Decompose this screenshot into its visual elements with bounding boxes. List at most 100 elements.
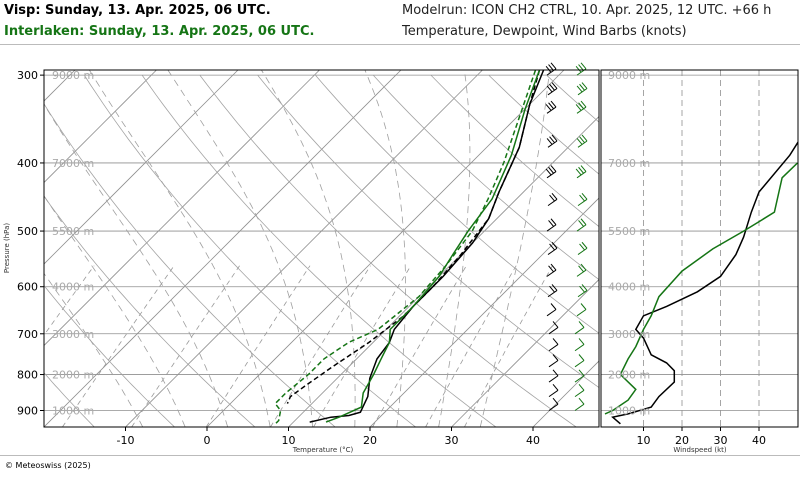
interlaken-windspeed-line (604, 162, 798, 415)
height-label: 7000 m (52, 157, 94, 170)
visp-wind-barb (546, 303, 557, 317)
wind-barb-shaft (547, 247, 558, 255)
windspeed-height-label: 9000 m (608, 69, 650, 82)
moist-adiabat (44, 272, 144, 427)
height-label: 1000 m (52, 404, 94, 417)
wind-barb-flag (549, 136, 555, 144)
moist-adiabat (44, 103, 229, 427)
dry-adiabat (44, 372, 95, 427)
dry-adiabat (199, 74, 577, 427)
wind-barb-flag (581, 134, 588, 142)
wind-barb-flag (579, 83, 585, 91)
wind-barb-shaft (577, 88, 588, 96)
wind-barb-flag (548, 220, 554, 227)
visp-wind-barb (547, 241, 558, 255)
windspeed-tick-label: 10 (637, 434, 651, 447)
windspeed-axis-label: Windspeed (kt) (673, 446, 726, 454)
interlaken-wind-barb (575, 100, 587, 114)
wind-barb-shaft (576, 171, 587, 179)
wind-barb-flag (548, 102, 554, 110)
windspeed-height-labels: 9000 m 7000 m 5500 m 4000 m 3000 m 2000 m 1000… (608, 69, 650, 417)
moist-adiabat (261, 70, 356, 427)
wind-barb-flag (545, 104, 552, 111)
sounding-lines (274, 70, 545, 425)
plot-frame (43, 69, 600, 428)
temperature-tick-label: 10 (282, 434, 296, 447)
wind-barb-shaft (546, 309, 557, 317)
mixing-ratio-line (313, 265, 412, 427)
dry-adiabat (83, 74, 416, 427)
visp-wind-barb (547, 192, 558, 207)
windspeed-axis: 10 20 30 40 (637, 427, 766, 447)
visp-wind-barb (548, 397, 559, 411)
interlaken-wind-barb (574, 397, 585, 411)
wind-barb-shaft (546, 106, 557, 114)
visp-wind-barb (546, 134, 558, 148)
windspeed-tick-label: 30 (714, 434, 728, 447)
modelrun-label: Modelrun: ICON CH2 CTRL, 10. Apr. 2025, … (402, 3, 772, 18)
visp-wind-barb (546, 263, 557, 277)
wind-barb-flag (578, 354, 585, 361)
wind-barb-flag (548, 265, 554, 273)
wind-barb-flag (550, 263, 557, 271)
wind-barb-shaft (574, 389, 585, 398)
wind-barb-flag (580, 62, 587, 70)
credit: © Meteoswiss (2025) (5, 461, 91, 470)
moist-adiabat (44, 195, 186, 427)
moist-adiabat (167, 70, 313, 427)
wind-barb-flag (580, 100, 587, 108)
dry-adiabat (141, 74, 497, 427)
windspeed-grid (601, 70, 798, 427)
isotherm (44, 70, 239, 265)
wind-barb-flag (575, 104, 582, 111)
visp-wind-barb (546, 218, 557, 232)
isotherm (44, 70, 402, 427)
wind-barb-flag (578, 265, 584, 273)
wind-barb-shaft (546, 171, 557, 179)
isotherm (451, 278, 599, 427)
wind-barb-flag (580, 218, 587, 226)
wind-barb-shaft (548, 344, 559, 352)
pressure-tick-label: 500 (17, 225, 38, 238)
title-station2: Interlaken: Sunday, 13. Apr. 2025, 06 UT… (4, 24, 315, 39)
wind-barb-flag (545, 65, 552, 73)
mixing-ratio-line (44, 265, 95, 336)
interlaken-wind-barb (574, 369, 585, 383)
wind-barb-flag (575, 168, 582, 176)
visp-wind-barb (548, 383, 559, 398)
wind-barb-flag (581, 192, 588, 200)
wind-barb-shaft (548, 403, 559, 411)
wind-barb-flag (550, 165, 557, 172)
wind-barb-shaft (576, 224, 587, 232)
windspeed-tick-label: 40 (752, 434, 766, 447)
interlaken-wind-barb (574, 354, 585, 368)
interlaken-wind-barb (577, 284, 588, 298)
wind-barb-flag (578, 369, 585, 377)
pressure-tick-label: 900 (17, 404, 38, 417)
wind-barb-flag (546, 85, 553, 93)
wind-barb-flag (550, 303, 557, 310)
wind-barb-shaft (547, 88, 558, 96)
wind-barb-flag (549, 83, 555, 91)
wind-barb-flag (578, 338, 585, 345)
temperature-tick-label: 40 (526, 434, 540, 447)
height-label: 2000 m (52, 369, 94, 382)
wind-barb-flag (550, 100, 557, 108)
wind-barb-flag (552, 397, 559, 405)
temperature-tick-label: 30 (445, 434, 459, 447)
pressure-axis: 300 400 500 600 700 800 900 (17, 69, 44, 417)
wind-barb-shaft (577, 140, 588, 148)
wind-barb-flag (580, 263, 587, 271)
moist-adiabat (88, 70, 271, 427)
wind-barb-flag (551, 192, 558, 200)
wind-barb-shaft (546, 224, 557, 232)
pressure-tick-label: 800 (17, 369, 38, 382)
wind-barbs (545, 62, 588, 411)
windspeed-frame (600, 69, 799, 428)
interlaken-wind-barb (574, 383, 585, 398)
dry-adiabat (315, 74, 599, 334)
mixing-ratio-line (425, 265, 517, 427)
wind-barb-shaft (547, 198, 558, 207)
windspeed-height-label: 4000 m (608, 281, 650, 294)
